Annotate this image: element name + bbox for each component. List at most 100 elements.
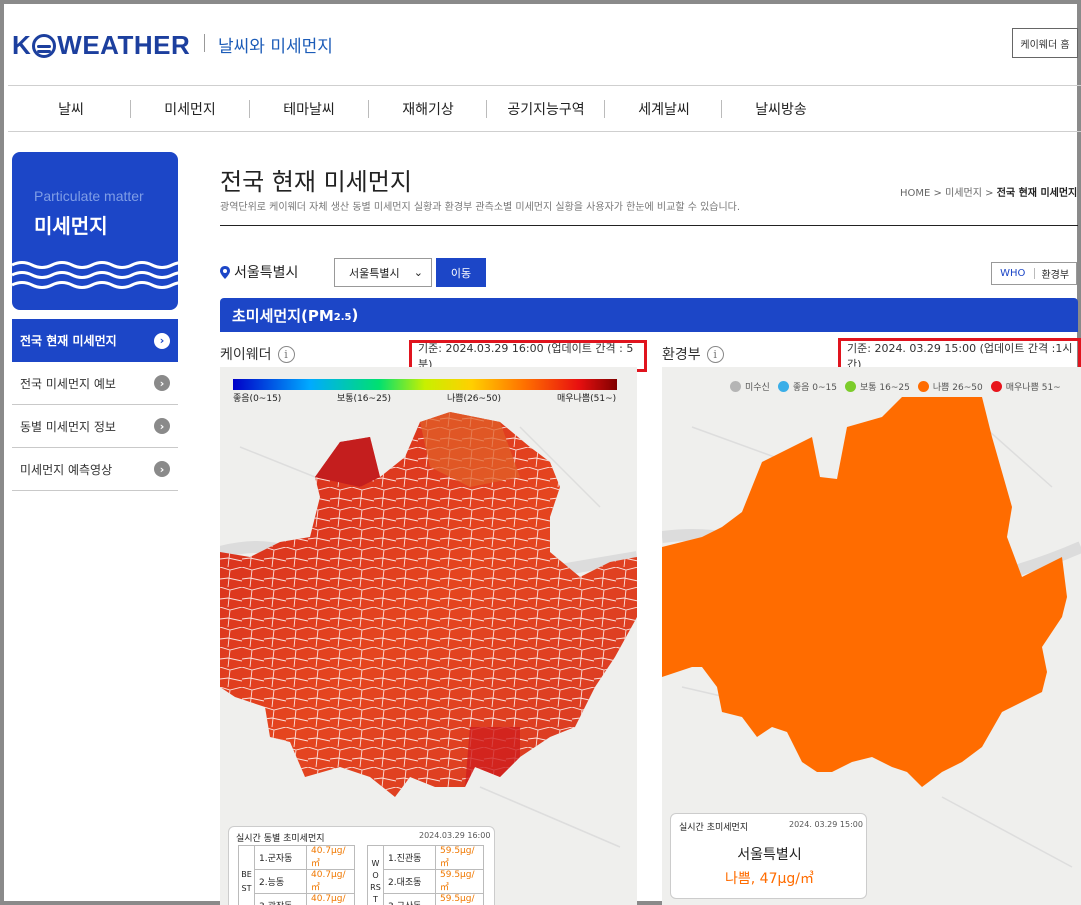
- region-select[interactable]: 서울특별시 ⌄: [334, 258, 432, 287]
- sidebar-item-current-dust[interactable]: 전국 현재 미세먼지 ›: [12, 319, 178, 362]
- nav-divider: [486, 100, 487, 118]
- logo-text-right: WEATHER: [57, 30, 191, 60]
- legend-dot-icon: [990, 381, 1002, 392]
- breadcrumb-separator: >: [933, 188, 942, 199]
- chevron-right-icon: ›: [154, 461, 170, 477]
- location-name: 서울특별시: [234, 265, 299, 281]
- koweather-logo[interactable]: K WEATHER: [12, 30, 190, 61]
- logo-text-left: K: [12, 30, 32, 60]
- env-map[interactable]: 미수신 좋음 0~15 보통 16~25 나쁨 26~50 매우나쁨 51~ 실…: [662, 367, 1081, 905]
- legend-dot-icon: [777, 381, 789, 392]
- legend-normal: 보통(16~25): [337, 394, 392, 404]
- legend-dot-icon: [730, 381, 741, 392]
- ranking-card: 실시간 동별 초미세먼지 2024.03.29 16:00 BEST 1.군자동…: [228, 826, 495, 905]
- legend-label: 매우나쁨 51~: [1005, 383, 1061, 393]
- go-button[interactable]: 이동: [436, 258, 486, 287]
- best-name[interactable]: 1.군자동: [254, 845, 307, 870]
- kweather-panel-title: 케이웨더 i: [220, 344, 295, 364]
- section-title-end: ): [351, 306, 359, 324]
- kweather-home-button[interactable]: 케이웨더 홈: [1012, 28, 1078, 58]
- nav-divider: [249, 100, 250, 118]
- worst-name[interactable]: 3.구산동: [383, 893, 436, 905]
- section-title: 초미세먼지(PM 2.5 ): [220, 298, 1078, 332]
- legend-good: 좋음(0~15): [233, 394, 282, 404]
- ranking-title: 실시간 동별 초미세먼지: [236, 834, 325, 844]
- best-name[interactable]: 3.광장동: [254, 893, 307, 905]
- breadcrumb-current: 전국 현재 미세먼지: [996, 188, 1078, 199]
- breadcrumb-separator: >: [985, 188, 994, 199]
- logo-wave-icon: [32, 33, 57, 58]
- nav-item-weather[interactable]: 날씨: [58, 102, 84, 118]
- chevron-right-icon: ›: [154, 332, 170, 349]
- best-value: 40.7μg/㎥: [306, 845, 355, 870]
- nav-divider: [130, 100, 131, 118]
- legend-bad: 나쁨(26~50): [447, 394, 502, 404]
- nav-item-disaster[interactable]: 재해기상: [402, 102, 454, 118]
- nav-item-air-ai[interactable]: 공기지능구역: [507, 102, 585, 118]
- worst-value: 59.5μg/㎥: [435, 893, 484, 905]
- info-icon[interactable]: i: [277, 345, 295, 363]
- toggle-who[interactable]: WHO: [992, 268, 1035, 279]
- env-legend: 미수신 좋음 0~15 보통 16~25 나쁨 26~50 매우나쁨 51~: [730, 380, 1061, 393]
- ranking-time: 2024.03.29 16:00: [419, 831, 491, 840]
- location-pin-icon: [220, 265, 230, 279]
- nav-item-broadcast[interactable]: 날씨방송: [755, 102, 807, 118]
- summary-card: 실시간 초미세먼지 2024. 03.29 15:00 서울특별시 나쁨, 47…: [670, 813, 867, 899]
- summary-time: 2024. 03.29 15:00: [789, 820, 863, 829]
- worst-label: WORST: [367, 845, 384, 905]
- legend-very-bad: 매우나쁨(51~): [557, 394, 617, 404]
- sidebar-item-label: 동별 미세먼지 정보: [20, 419, 116, 434]
- sidebar-item-label: 전국 미세먼지 예보: [20, 376, 116, 391]
- nav-item-world-weather[interactable]: 세계날씨: [638, 102, 690, 118]
- sidebar-hero: Particulate matter 미세먼지: [12, 152, 178, 310]
- kweather-timestamp: 기준: 2024.03.29 16:00 (업데이트 간격 : 5분): [409, 340, 647, 372]
- nav-item-theme-weather[interactable]: 테마날씨: [283, 102, 335, 118]
- worst-value: 59.5μg/㎥: [435, 869, 484, 894]
- info-icon[interactable]: i: [706, 345, 724, 363]
- sidebar-item-dong-dust[interactable]: 동별 미세먼지 정보 ›: [12, 405, 178, 448]
- env-panel-title: 환경부 i: [662, 344, 724, 364]
- best-table: BEST 1.군자동 40.7μg/㎥ 2.능동 40.7μg/㎥ 3.광장동 …: [238, 845, 355, 905]
- legend-label: 나쁨 26~50: [932, 383, 983, 393]
- sidebar-item-label: 미세먼지 예측영상: [20, 462, 113, 477]
- standard-toggle: WHO 환경부: [991, 262, 1077, 285]
- worst-value: 59.5μg/㎥: [435, 845, 484, 870]
- breadcrumb: HOME > 미세먼지 > 전국 현재 미세먼지: [900, 184, 1077, 199]
- kweather-title: 케이웨더: [220, 347, 272, 363]
- env-title: 환경부: [662, 347, 701, 363]
- worst-name[interactable]: 2.대조동: [383, 869, 436, 894]
- section-title-subscript: 2.5: [333, 312, 352, 323]
- summary-region: 서울특별시: [737, 847, 802, 863]
- kweather-map[interactable]: 좋음(0~15) 보통(16~25) 나쁨(26~50) 매우나쁨(51~) 실…: [220, 367, 637, 905]
- nav-divider: [604, 100, 605, 118]
- sidebar-item-dust-video[interactable]: 미세먼지 예측영상 ›: [12, 448, 178, 491]
- sidebar-title: 미세먼지: [34, 214, 108, 238]
- sidebar-item-label: 전국 현재 미세먼지: [20, 334, 117, 348]
- chevron-down-icon: ⌄: [413, 266, 423, 279]
- section-title-text: 초미세먼지(PM: [232, 306, 334, 325]
- breadcrumb-dust[interactable]: 미세먼지: [945, 188, 982, 199]
- sidebar-item-dust-forecast[interactable]: 전국 미세먼지 예보 ›: [12, 362, 178, 405]
- kweather-map-svg: [220, 367, 637, 905]
- best-name[interactable]: 2.능동: [254, 869, 307, 894]
- header-divider: [204, 34, 205, 52]
- best-value: 40.7μg/㎥: [306, 869, 355, 894]
- worst-name[interactable]: 1.진관동: [383, 845, 436, 870]
- header-subtitle[interactable]: 날씨와 미세먼지: [218, 37, 333, 57]
- legend-dot-icon: [844, 381, 856, 392]
- toggle-env[interactable]: 환경부: [1041, 270, 1070, 281]
- region-select-value: 서울특별시: [349, 266, 400, 280]
- nav-item-fine-dust[interactable]: 미세먼지: [164, 102, 216, 118]
- legend-label: 보통 16~25: [859, 383, 910, 393]
- nav-divider: [721, 100, 722, 118]
- location-label: 서울특별시: [220, 262, 298, 282]
- title-divider: [220, 225, 1078, 226]
- best-value: 40.7μg/㎥: [306, 893, 355, 905]
- sidebar-title-en: Particulate matter: [34, 188, 144, 204]
- page-title: 전국 현재 미세먼지: [220, 168, 412, 196]
- breadcrumb-home[interactable]: HOME: [900, 188, 931, 199]
- best-label: BEST: [238, 845, 255, 905]
- page-description: 광역단위로 케이웨더 자체 생산 동별 미세먼지 실황과 환경부 관측소별 미세…: [220, 202, 741, 213]
- legend-dot-icon: [917, 381, 929, 392]
- waves-icon: [12, 261, 178, 289]
